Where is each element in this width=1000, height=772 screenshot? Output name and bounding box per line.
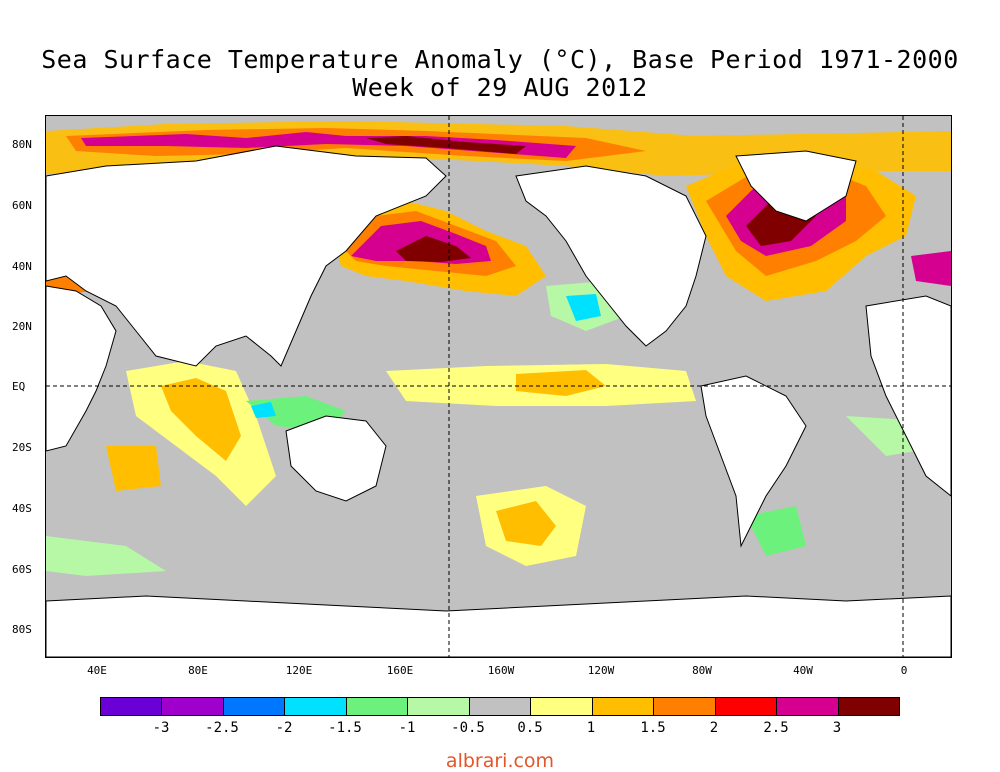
colorbar-swatch bbox=[531, 698, 593, 715]
colorbar bbox=[100, 697, 900, 716]
colorbar-label: 2.5 bbox=[763, 720, 789, 736]
lon-label: 160E bbox=[386, 664, 414, 677]
lon-label: 120W bbox=[587, 664, 615, 677]
colorbar-label: -2.5 bbox=[205, 720, 239, 736]
colorbar-label: -2 bbox=[275, 720, 293, 736]
anomaly-patches bbox=[46, 121, 951, 576]
lon-label: 40E bbox=[87, 664, 107, 677]
colorbar-label: 2 bbox=[709, 720, 719, 736]
colorbar-swatch bbox=[838, 698, 900, 715]
chart-subtitle: Week of 29 AUG 2012 bbox=[352, 73, 648, 102]
lon-label: 40W bbox=[793, 664, 813, 677]
colorbar-swatch bbox=[223, 698, 286, 715]
colorbar-swatch bbox=[592, 698, 655, 715]
chart-title: Sea Surface Temperature Anomaly (°C), Ba… bbox=[41, 45, 959, 74]
lon-label: 80E bbox=[188, 664, 208, 677]
colorbar-swatch bbox=[654, 698, 716, 715]
map-canvas bbox=[46, 116, 951, 657]
colorbar-swatch bbox=[408, 698, 470, 715]
colorbar-swatch bbox=[285, 698, 347, 715]
colorbar-label: 1 bbox=[586, 720, 596, 736]
lat-label: 80N bbox=[12, 138, 32, 151]
colorbar-swatch bbox=[346, 698, 409, 715]
lat-label: 80S bbox=[12, 623, 32, 636]
watermark-text: albrari.com bbox=[445, 750, 555, 772]
colorbar-swatch bbox=[777, 698, 839, 715]
colorbar-label: -1 bbox=[398, 720, 416, 736]
colorbar-swatch bbox=[162, 698, 224, 715]
lat-label: 60N bbox=[12, 199, 32, 212]
lon-label: 160W bbox=[487, 664, 515, 677]
colorbar-label: -3 bbox=[152, 720, 170, 736]
colorbar-swatch bbox=[715, 698, 778, 715]
lon-label: 120E bbox=[285, 664, 313, 677]
lat-label: EQ bbox=[12, 380, 26, 393]
lat-label: 20N bbox=[12, 320, 32, 333]
lon-label: 80W bbox=[692, 664, 712, 677]
lat-label: 40S bbox=[12, 502, 32, 515]
lat-label: 60S bbox=[12, 563, 32, 576]
colorbar-label: 1.5 bbox=[640, 720, 666, 736]
lat-label: 20S bbox=[12, 441, 32, 454]
colorbar-swatch bbox=[469, 698, 532, 715]
colorbar-label: -0.5 bbox=[451, 720, 485, 736]
land-masses bbox=[46, 145, 951, 657]
colorbar-swatch bbox=[101, 698, 163, 715]
colorbar-label: -1.5 bbox=[328, 720, 362, 736]
sst-anomaly-map bbox=[45, 115, 952, 658]
colorbar-label: 0.5 bbox=[517, 720, 543, 736]
colorbar-label: 3 bbox=[832, 720, 842, 736]
reference-lines bbox=[46, 116, 951, 657]
lat-label: 40N bbox=[12, 260, 32, 273]
lon-label: 0 bbox=[900, 664, 908, 677]
